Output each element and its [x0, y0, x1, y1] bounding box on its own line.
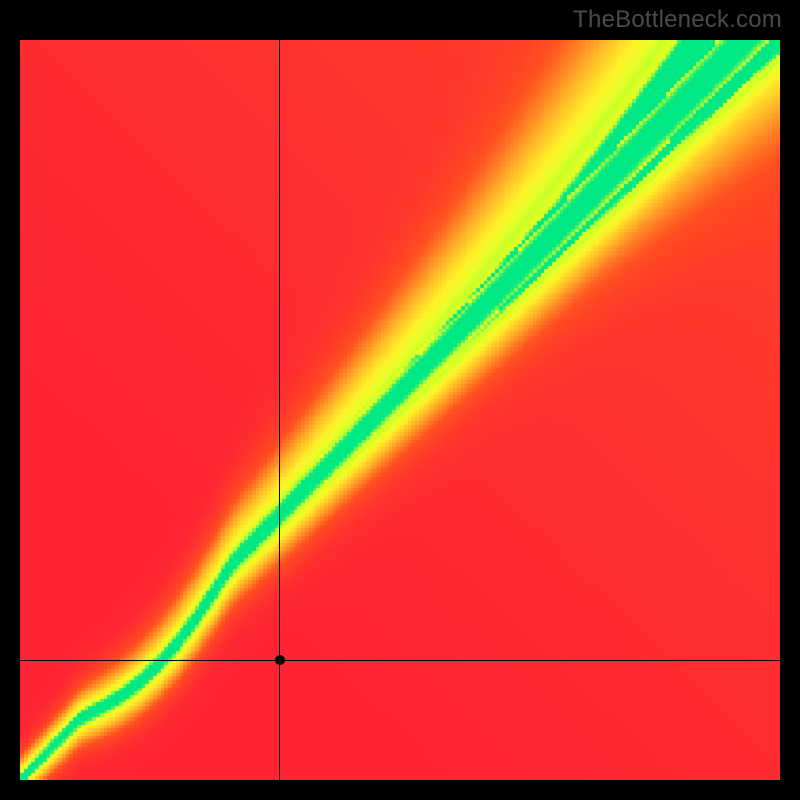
watermark-text: TheBottleneck.com [573, 6, 782, 34]
plot-area [20, 40, 780, 780]
heatmap-canvas [20, 40, 780, 780]
crosshair-horizontal [20, 660, 780, 661]
crosshair-point [275, 655, 285, 665]
crosshair-vertical [279, 40, 280, 780]
